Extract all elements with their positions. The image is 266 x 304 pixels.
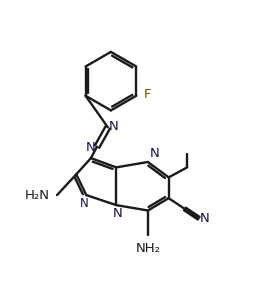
- Text: N: N: [109, 120, 119, 133]
- Text: N: N: [149, 147, 159, 160]
- Text: NH₂: NH₂: [135, 242, 160, 255]
- Text: N: N: [86, 141, 96, 154]
- Text: N: N: [200, 212, 210, 225]
- Text: H₂N: H₂N: [24, 188, 49, 202]
- Text: F: F: [143, 88, 151, 101]
- Text: N: N: [80, 197, 88, 210]
- Text: N: N: [113, 207, 123, 220]
